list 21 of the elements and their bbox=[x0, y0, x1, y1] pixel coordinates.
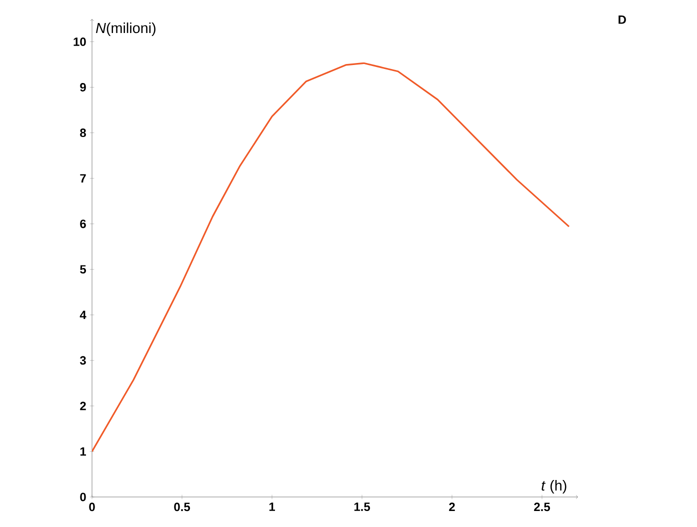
y-tick-label: 10 bbox=[74, 38, 86, 46]
line-series bbox=[92, 62, 570, 452]
x-tick-label: 2.5 bbox=[534, 502, 550, 512]
y-tick-label: 9 bbox=[80, 83, 86, 92]
y-tick-label: 1 bbox=[80, 447, 86, 456]
y-axis-title: N(milioni) bbox=[96, 22, 156, 36]
y-tick-label: 2 bbox=[80, 402, 86, 410]
x-tick-label: 1.5 bbox=[354, 502, 370, 512]
x-tick-label: 0.5 bbox=[174, 502, 190, 512]
text: D bbox=[618, 16, 626, 24]
x-axis-title: t (h) bbox=[542, 480, 566, 494]
y-tick-label: 4 bbox=[80, 310, 86, 320]
y-tick-label: 5 bbox=[80, 265, 86, 274]
x-tick-label: 0 bbox=[89, 502, 95, 512]
y-tick-label: 0 bbox=[80, 492, 86, 502]
y-tick-label: 8 bbox=[80, 128, 86, 138]
y-tick-label: 3 bbox=[80, 356, 86, 365]
x-tick-label: 1 bbox=[269, 502, 275, 511]
y-tick-label: 6 bbox=[80, 220, 86, 228]
x-tick-label: 2 bbox=[449, 502, 455, 512]
y-tick-label: 7 bbox=[80, 174, 86, 182]
